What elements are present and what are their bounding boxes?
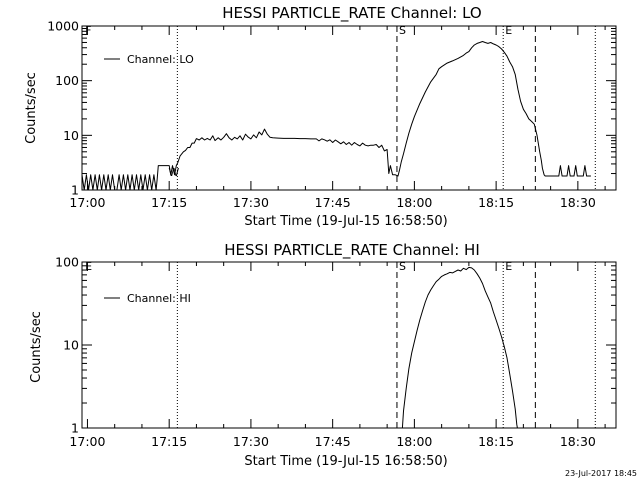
event-label-lo: F [85,24,91,37]
event-label-hi: E [505,260,512,273]
x-tick-label-hi: 18:00 [396,434,432,449]
y-tick-label-hi: 10 [63,338,79,353]
event-label-lo: S [399,24,406,37]
y-tick-label-lo: 100 [55,73,79,88]
x-tick-label-lo: 18:30 [560,195,596,210]
plot-frame-lo [81,25,617,191]
y-tick-label-hi: 100 [55,255,79,270]
legend-label-hi: Channel: HI [127,292,191,305]
x-tick-label-hi: 18:15 [478,434,514,449]
x-tick-label-lo: 18:00 [396,195,432,210]
y-tick-label-lo: 1000 [47,19,79,34]
event-label-hi: E [85,260,92,273]
x-tick-label-lo: 17:45 [315,195,351,210]
render-timestamp: 23-Jul-2017 18:45 [565,469,637,478]
series-line-lo [81,41,591,191]
x-tick-label-hi: 17:15 [151,434,187,449]
x-tick-label-lo: 17:30 [233,195,269,210]
y-axis-label-lo: Counts/sec [24,72,39,144]
chart-panel-hi: HESSI PARTICLE_RATE Channel: HI 17:00 17:… [29,241,617,469]
series-line-hi [401,266,518,429]
y-tick-label-hi: 1 [71,421,79,436]
chart-panel-lo: HESSI PARTICLE_RATE Channel: LO 17:00 17:… [24,4,617,229]
x-axis-label-hi: Start Time (19-Jul-15 16:58:50) [244,454,447,469]
x-tick-label-lo: 17:00 [69,195,105,210]
x-axis-label-lo: Start Time (19-Jul-15 16:58:50) [244,214,447,229]
event-label-lo: E [505,24,512,37]
x-tick-label-hi: 18:30 [560,434,596,449]
event-label-hi: S [399,260,406,273]
y-tick-label-lo: 1 [71,183,79,198]
chart-title-lo: HESSI PARTICLE_RATE Channel: LO [222,4,481,23]
y-axis-label-hi: Counts/sec [29,311,44,383]
x-tick-label-lo: 17:15 [151,195,187,210]
plot-frame-hi [81,261,617,429]
chart-title-hi: HESSI PARTICLE_RATE Channel: HI [224,241,480,260]
x-tick-label-hi: 17:00 [69,434,105,449]
x-tick-label-hi: 17:45 [315,434,351,449]
x-tick-label-hi: 17:30 [233,434,269,449]
x-tick-label-lo: 18:15 [478,195,514,210]
legend-label-lo: Channel: LO [127,53,194,66]
y-tick-label-lo: 10 [63,128,79,143]
